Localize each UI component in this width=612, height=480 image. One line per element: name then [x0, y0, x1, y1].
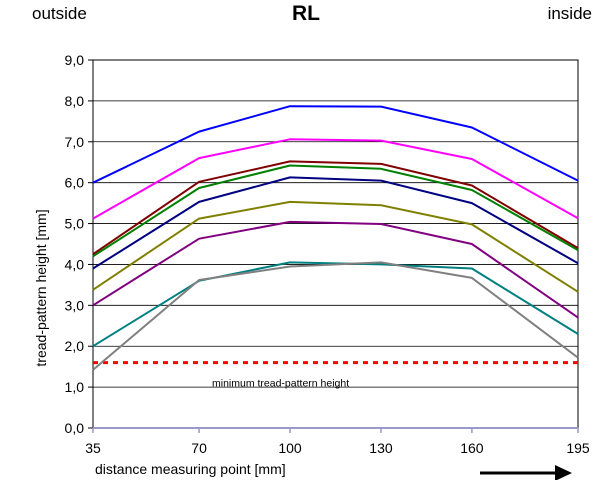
y-axis-label: tread-pattern height [mm]	[33, 209, 49, 366]
series-line-1	[92, 105, 579, 184]
series-line-8	[92, 261, 579, 348]
x-tick-label: 195	[566, 440, 590, 456]
y-tick-label: 7,0	[65, 134, 85, 150]
reference-line-group: minimum tread-pattern height	[93, 361, 578, 390]
direction-arrow	[480, 465, 572, 480]
y-tick-label: 2,0	[65, 338, 85, 354]
x-tick-label: 35	[85, 440, 101, 456]
series-line-9	[92, 261, 579, 371]
arrow-head	[555, 465, 572, 480]
y-tick-label: 8,0	[65, 93, 85, 109]
y-tick-label: 0,0	[65, 420, 85, 436]
plot-area	[92, 59, 579, 429]
y-tick-label: 6,0	[65, 175, 85, 191]
series-line-3	[92, 160, 579, 256]
y-tick-label: 3,0	[65, 297, 85, 313]
gridlines	[93, 59, 578, 388]
x-tick-label: 130	[369, 440, 393, 456]
y-tick-label: 4,0	[65, 256, 85, 272]
x-axis-label: distance measuring point [mm]	[95, 461, 286, 477]
x-tick-label: 100	[278, 440, 302, 456]
y-tick-label: 9,0	[65, 52, 85, 68]
x-tick-label: 160	[460, 440, 484, 456]
series-line-7	[92, 220, 579, 319]
y-axis-ticks: 0,0 1,0 2,0 3,0 4,0 5,0 6,0 7,0 8,0 9,0	[65, 52, 93, 436]
outside-label: outside	[32, 4, 87, 23]
series-group	[92, 105, 579, 371]
y-tick-label: 1,0	[65, 379, 85, 395]
inside-label: inside	[547, 4, 592, 23]
y-tick-label: 5,0	[65, 216, 85, 232]
series-line-5	[92, 176, 579, 270]
series-line-2	[92, 138, 579, 220]
minimum-height-label: minimum tread-pattern height	[212, 378, 349, 390]
series-line-6	[92, 200, 579, 293]
x-axis-ticks: 35 70 100 130 160 195	[85, 428, 590, 456]
series-line-4	[92, 164, 579, 258]
x-tick-label: 70	[191, 440, 207, 456]
chart-title: RL	[292, 2, 320, 25]
